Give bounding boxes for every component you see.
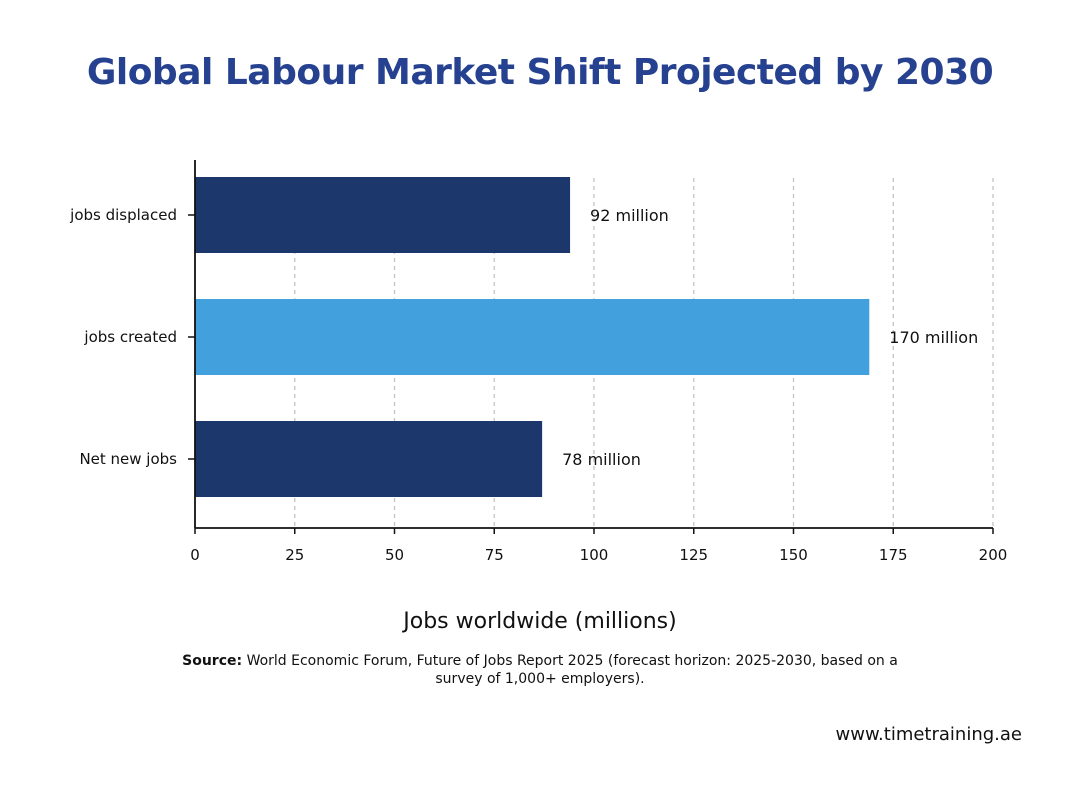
bar-2 (195, 421, 543, 497)
data-label-1: 170 million (889, 328, 978, 347)
x-axis-label: Jobs worldwide (millions) (403, 609, 677, 634)
axes (188, 160, 994, 534)
x-tick-label-7: 175 (879, 546, 908, 564)
chart-title: Global Labour Market Shift Projected by … (86, 52, 994, 93)
data-label-2: 78 million (562, 450, 641, 469)
x-tick-label-6: 150 (779, 546, 808, 564)
bar-1 (195, 299, 870, 375)
source-text: World Economic Forum, Future of Jobs Rep… (246, 653, 898, 687)
data-label-0: 92 million (590, 206, 669, 225)
x-tick-label-2: 50 (385, 546, 404, 564)
labels: 92 million jobs displaced 170 million jobs … (69, 206, 1007, 564)
x-tick-label-3: 75 (485, 546, 504, 564)
category-label-0: jobs displaced (69, 206, 177, 224)
x-tick-label-0: 0 (190, 546, 200, 564)
source-note: Source: World Economic Forum, Future of … (175, 652, 905, 688)
category-label-2: Net new jobs (79, 450, 177, 468)
bar-0 (195, 177, 571, 253)
source-label: Source: (182, 653, 243, 669)
x-tick-label-8: 200 (979, 546, 1008, 564)
x-tick-label-1: 25 (285, 546, 304, 564)
category-label-1: jobs created (83, 328, 177, 346)
bar-chart: 92 million jobs displaced 170 million jobs … (69, 160, 1007, 564)
bars (195, 177, 870, 497)
x-tick-label-5: 125 (679, 546, 708, 564)
website-link[interactable]: www.timetraining.ae (835, 724, 1022, 745)
x-tick-label-4: 100 (580, 546, 609, 564)
